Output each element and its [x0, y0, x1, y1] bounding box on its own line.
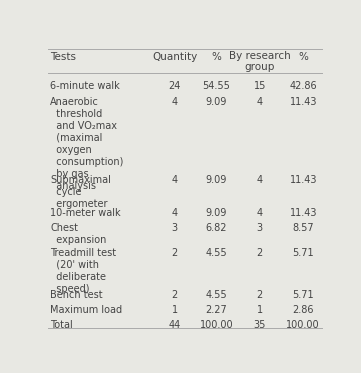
Text: 1: 1: [257, 305, 263, 315]
Text: 4: 4: [171, 175, 178, 185]
Text: 15: 15: [254, 81, 266, 91]
Text: 100.00: 100.00: [200, 320, 233, 330]
Text: Chest
  expansion: Chest expansion: [50, 223, 106, 245]
Text: 4.55: 4.55: [206, 248, 227, 258]
Text: 100.00: 100.00: [286, 320, 320, 330]
Text: 10-meter walk: 10-meter walk: [50, 208, 121, 218]
Text: 11.43: 11.43: [290, 97, 317, 107]
Text: Total: Total: [50, 320, 73, 330]
Text: Treadmill test
  (20' with
  deliberate
  speed): Treadmill test (20' with deliberate spee…: [50, 248, 116, 294]
Text: 2: 2: [257, 248, 263, 258]
Text: 2: 2: [257, 290, 263, 300]
Text: By research
group: By research group: [229, 51, 291, 72]
Text: %: %: [298, 52, 308, 62]
Text: 2: 2: [171, 248, 178, 258]
Text: 35: 35: [254, 320, 266, 330]
Text: 6.82: 6.82: [206, 223, 227, 233]
Text: %: %: [212, 52, 221, 62]
Text: 24: 24: [168, 81, 181, 91]
Text: 44: 44: [168, 320, 180, 330]
Text: 4: 4: [257, 208, 263, 218]
Text: 4: 4: [171, 208, 178, 218]
Text: 9.09: 9.09: [206, 97, 227, 107]
Text: 4: 4: [257, 97, 263, 107]
Text: Anaerobic
  threshold
  and VO₂max
  (maximal
  oxygen
  consumption)
  by gas
 : Anaerobic threshold and VO₂max (maximal …: [50, 97, 123, 191]
Text: 4: 4: [257, 175, 263, 185]
Text: 3: 3: [257, 223, 263, 233]
Text: 2: 2: [171, 290, 178, 300]
Text: Bench test: Bench test: [50, 290, 103, 300]
Text: 9.09: 9.09: [206, 208, 227, 218]
Text: 42.86: 42.86: [290, 81, 317, 91]
Text: 11.43: 11.43: [290, 175, 317, 185]
Text: 9.09: 9.09: [206, 175, 227, 185]
Text: 4.55: 4.55: [206, 290, 227, 300]
Text: 54.55: 54.55: [203, 81, 230, 91]
Text: Tests: Tests: [50, 52, 76, 62]
Text: 8.57: 8.57: [292, 223, 314, 233]
Text: Quantity: Quantity: [152, 52, 197, 62]
Text: 1: 1: [171, 305, 178, 315]
Text: 5.71: 5.71: [292, 290, 314, 300]
Text: 2.27: 2.27: [206, 305, 227, 315]
Text: 2.86: 2.86: [292, 305, 314, 315]
Text: 4: 4: [171, 97, 178, 107]
Text: 6-minute walk: 6-minute walk: [50, 81, 120, 91]
Text: 5.71: 5.71: [292, 248, 314, 258]
Text: Maximum load: Maximum load: [50, 305, 122, 315]
Text: Submaximal
  cycle
  ergometer: Submaximal cycle ergometer: [50, 175, 111, 209]
Text: 11.43: 11.43: [290, 208, 317, 218]
Text: 3: 3: [171, 223, 178, 233]
